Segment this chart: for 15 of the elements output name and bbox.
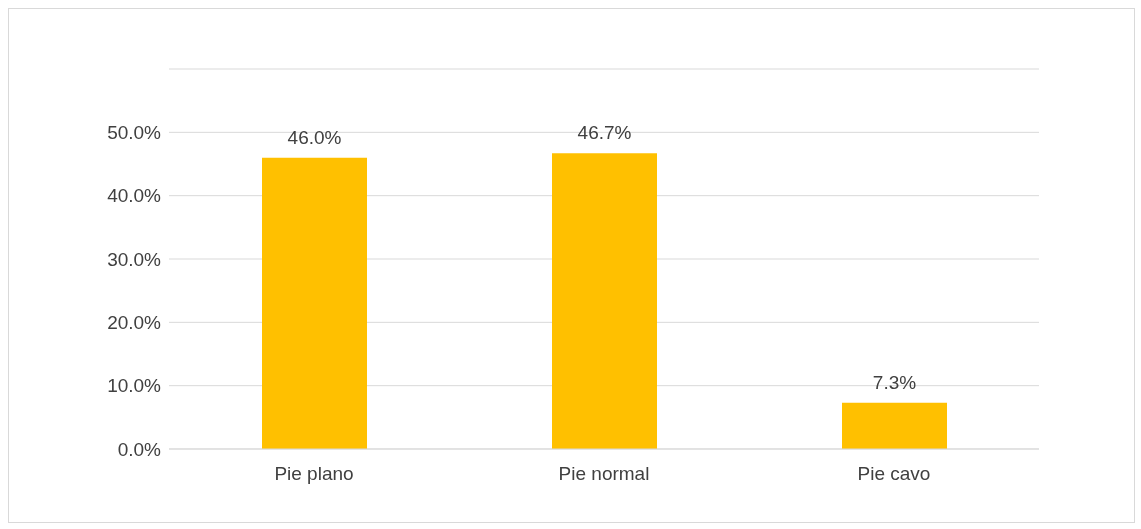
y-tick-label: 50.0%	[107, 122, 162, 144]
data-label: 46.7%	[577, 122, 632, 144]
data-label: 7.3%	[872, 371, 917, 393]
data-label: 46.0%	[287, 126, 342, 148]
y-tick-label: 40.0%	[107, 185, 162, 207]
bar	[842, 402, 947, 449]
x-tick-label: Pie plano	[274, 463, 354, 485]
bar	[552, 153, 657, 449]
bar	[262, 157, 367, 449]
y-tick-label: 0.0%	[117, 438, 162, 460]
y-tick-label: 20.0%	[107, 312, 162, 334]
x-tick-label: Pie normal	[558, 463, 650, 485]
y-tick-label: 30.0%	[107, 248, 162, 270]
x-tick-label: Pie cavo	[857, 463, 931, 485]
y-tick-label: 10.0%	[107, 375, 162, 397]
